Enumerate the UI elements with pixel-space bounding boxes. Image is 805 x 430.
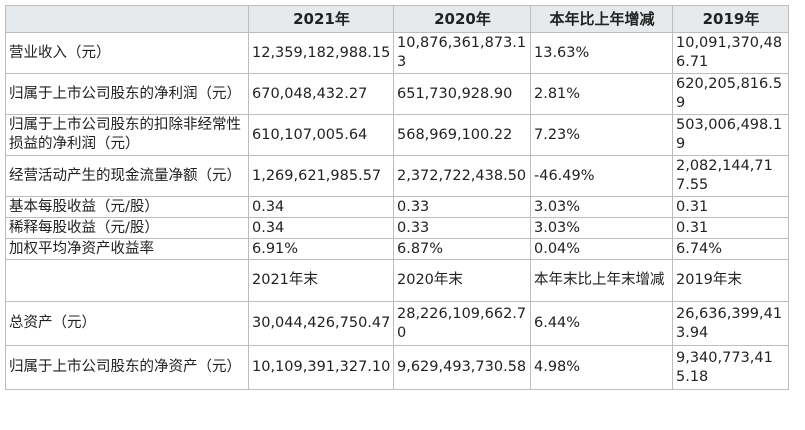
cell-2020: 6.87%: [393, 238, 531, 260]
cell-2021: 10,109,391,327.10: [248, 345, 394, 390]
table-row: 总资产（元） 30,044,426,750.47 28,226,109,662.…: [5, 301, 789, 346]
header-2019: 2019年: [672, 5, 789, 33]
row-label: 稀释每股收益（元/股）: [5, 217, 249, 239]
table-subheader-row: 2021年末 2020年末 本年末比上年末增减 2019年末: [5, 259, 789, 302]
financial-table-container: 2021年 2020年 本年比上年增减 2019年 营业收入（元） 12,359…: [5, 5, 789, 390]
cell-2021: 0.34: [248, 217, 394, 239]
cell-2021: 0.34: [248, 196, 394, 218]
row-label: 归属于上市公司股东的扣除非经常性 损益的净利润（元）: [5, 114, 249, 156]
cell-change: 13.63%: [530, 32, 673, 74]
cell-2021: 1,269,621,985.57: [248, 155, 394, 197]
row-label: 归属于上市公司股东的净利润（元）: [5, 73, 249, 115]
cell-2021: 12,359,182,988.15: [248, 32, 394, 74]
row-label: 总资产（元）: [5, 301, 249, 346]
cell-2019: 6.74%: [672, 238, 789, 260]
cell-2020: 0.33: [393, 196, 531, 218]
header-change: 本年比上年增减: [530, 5, 673, 33]
table-header-row: 2021年 2020年 本年比上年增减 2019年: [5, 5, 789, 33]
cell-2021: 670,048,432.27: [248, 73, 394, 115]
cell-change: -46.49%: [530, 155, 673, 197]
cell-2021: 6.91%: [248, 238, 394, 260]
table-row: 稀释每股收益（元/股） 0.34 0.33 3.03% 0.31: [5, 217, 789, 239]
table-row: 营业收入（元） 12,359,182,988.15 10,876,361,873…: [5, 32, 789, 74]
subheader-2021: 2021年末: [248, 259, 394, 302]
row-label: 营业收入（元）: [5, 32, 249, 74]
cell-2019: 10,091,370,486.71: [672, 32, 789, 74]
table-row: 基本每股收益（元/股） 0.34 0.33 3.03% 0.31: [5, 196, 789, 218]
header-2021: 2021年: [248, 5, 394, 33]
row-label: 加权平均净资产收益率: [5, 238, 249, 260]
row-label: 经营活动产生的现金流量净额（元）: [5, 155, 249, 197]
cell-2021: 610,107,005.64: [248, 114, 394, 156]
cell-2020: 28,226,109,662.70: [393, 301, 531, 346]
table-row: 加权平均净资产收益率 6.91% 6.87% 0.04% 6.74%: [5, 238, 789, 260]
cell-change: 0.04%: [530, 238, 673, 260]
cell-change: 4.98%: [530, 345, 673, 390]
cell-2020: 568,969,100.22: [393, 114, 531, 156]
row-label: 归属于上市公司股东的净资产（元）: [5, 345, 249, 390]
cell-2019: 0.31: [672, 217, 789, 239]
table-row: 归属于上市公司股东的净利润（元） 670,048,432.27 651,730,…: [5, 73, 789, 115]
cell-2020: 651,730,928.90: [393, 73, 531, 115]
cell-2019: 620,205,816.59: [672, 73, 789, 115]
cell-change: 3.03%: [530, 196, 673, 218]
cell-change: 6.44%: [530, 301, 673, 346]
row-label: 基本每股收益（元/股）: [5, 196, 249, 218]
financial-summary-table: 2021年 2020年 本年比上年增减 2019年 营业收入（元） 12,359…: [5, 5, 789, 390]
subheader-change: 本年末比上年末增减: [530, 259, 673, 302]
header-2020: 2020年: [393, 5, 531, 33]
cell-change: 3.03%: [530, 217, 673, 239]
subheader-2019: 2019年末: [672, 259, 789, 302]
table-row: 经营活动产生的现金流量净额（元） 1,269,621,985.57 2,372,…: [5, 155, 789, 197]
header-stub: [5, 5, 249, 33]
cell-change: 7.23%: [530, 114, 673, 156]
cell-2020: 9,629,493,730.58: [393, 345, 531, 390]
cell-change: 2.81%: [530, 73, 673, 115]
cell-2020: 0.33: [393, 217, 531, 239]
table-row: 归属于上市公司股东的净资产（元） 10,109,391,327.10 9,629…: [5, 345, 789, 390]
table-row: 归属于上市公司股东的扣除非经常性 损益的净利润（元） 610,107,005.6…: [5, 114, 789, 156]
cell-2019: 2,082,144,717.55: [672, 155, 789, 197]
cell-2020: 2,372,722,438.50: [393, 155, 531, 197]
cell-2021: 30,044,426,750.47: [248, 301, 394, 346]
cell-2019: 503,006,498.19: [672, 114, 789, 156]
cell-2019: 0.31: [672, 196, 789, 218]
cell-2019: 26,636,399,413.94: [672, 301, 789, 346]
subheader-2020: 2020年末: [393, 259, 531, 302]
cell-2020: 10,876,361,873.13: [393, 32, 531, 74]
subheader-stub: [5, 259, 249, 302]
cell-2019: 9,340,773,415.18: [672, 345, 789, 390]
